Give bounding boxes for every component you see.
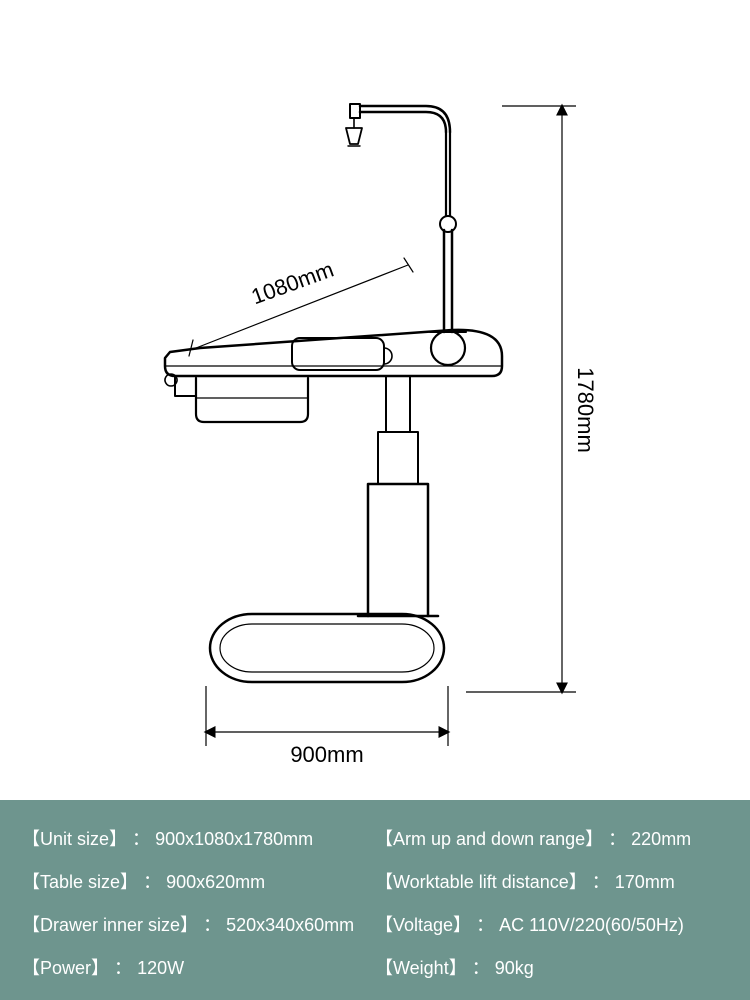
spec-voltage: 【Voltage】 ： AC 110V/220(60/50Hz) (375, 915, 728, 937)
spec-label: 【Unit size】 (22, 829, 127, 849)
spec-value: 900x620mm (166, 872, 265, 892)
spec-power: 【Power】 ： 120W (22, 958, 375, 980)
spec-worktable-lift: 【Worktable lift distance】 ： 170mm (375, 872, 728, 894)
spec-value: 520x340x60mm (226, 915, 354, 935)
spec-unit-size: 【Unit size】 ： 900x1080x1780mm (22, 829, 375, 851)
spec-value: AC 110V/220(60/50Hz) (499, 915, 684, 935)
spec-label: 【Worktable lift distance】 (375, 872, 587, 892)
spec-value: 170mm (615, 872, 675, 892)
dim-depth-label: 1080mm (248, 257, 337, 310)
diagram-svg: 1780mm 900mm 1080mm (0, 0, 750, 800)
spec-label: 【Power】 (22, 958, 109, 978)
spec-table-size: 【Table size】 ： 900x620mm (22, 872, 375, 894)
spec-value: 220mm (631, 829, 691, 849)
dim-height-label: 1780mm (573, 367, 598, 453)
spec-arm-range: 【Arm up and down range】 ： 220mm (375, 829, 728, 851)
spec-value: 900x1080x1780mm (155, 829, 313, 849)
spec-label: 【Voltage】 (375, 915, 471, 935)
spec-value: 120W (137, 958, 184, 978)
spec-weight: 【Weight】 ： 90kg (375, 958, 728, 980)
technical-diagram: 1780mm 900mm 1080mm (0, 0, 750, 800)
spec-label: 【Weight】 (375, 958, 467, 978)
spec-drawer-size: 【Drawer inner size】 ： 520x340x60mm (22, 915, 375, 937)
spec-label: 【Drawer inner size】 (22, 915, 198, 935)
spec-value: 90kg (495, 958, 534, 978)
dim-width-label: 900mm (290, 742, 363, 767)
specs-panel: 【Unit size】 ： 900x1080x1780mm 【Arm up an… (0, 800, 750, 1000)
spec-label: 【Table size】 (22, 872, 138, 892)
spec-label: 【Arm up and down range】 (375, 829, 603, 849)
page-root: 1780mm 900mm 1080mm 【Unit size】 ： 900x10… (0, 0, 750, 1000)
